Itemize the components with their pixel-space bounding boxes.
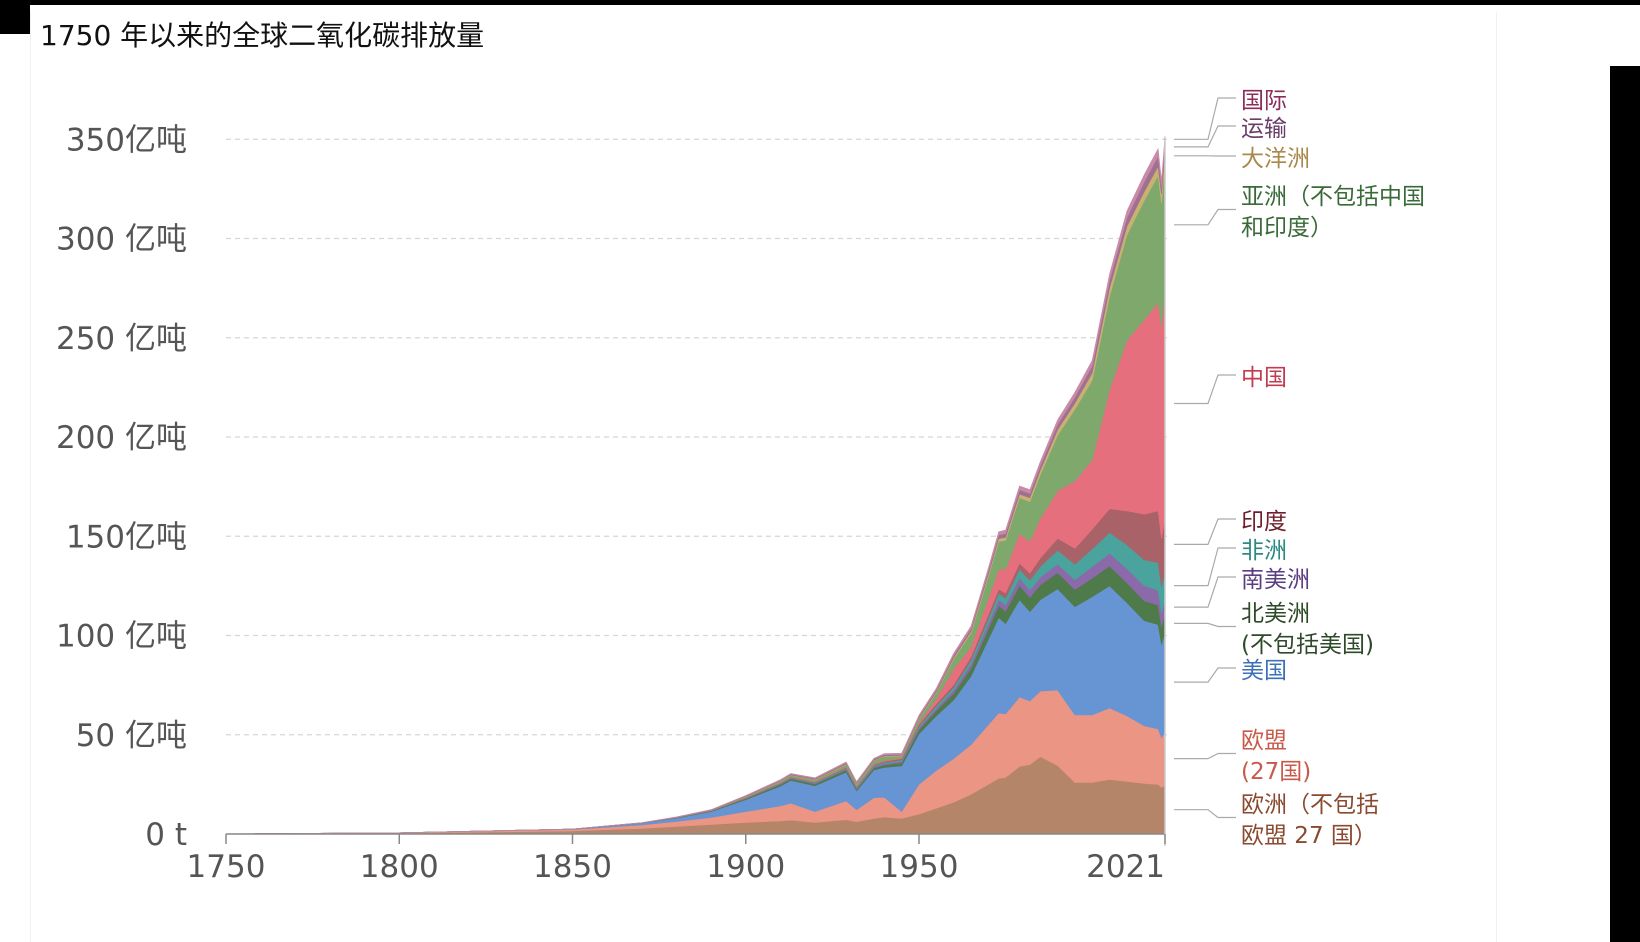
label-connector [1174,374,1236,405]
series-label: 欧盟 27 国） [1241,823,1377,849]
series-label: (不包括美国) [1241,632,1374,658]
label-connector [1174,752,1236,760]
series-label: 国际 [1241,88,1287,114]
series-label: 欧洲（不包括 [1241,792,1379,818]
label-connector [1174,547,1236,587]
label-connector [1174,518,1236,545]
y-tick-label: 150亿吨 [66,519,187,555]
x-tick-label: 1800 [360,849,439,885]
axes: 0 t 50 亿吨 100 亿吨 150亿吨 200 亿吨 250 亿吨 300 亿吨 350… [56,122,1166,885]
series-label: 中国 [1241,365,1287,391]
label-connector [1174,667,1236,683]
label-connector [1174,125,1236,148]
series-label: (27国) [1241,759,1311,785]
y-tick-label: 300 亿吨 [56,222,187,258]
label-connector [1174,622,1236,628]
series-label: 印度 [1241,509,1287,535]
series-label: 北美洲 [1241,601,1310,627]
x-tick-label: 1950 [880,849,959,885]
series-label: 亚洲（不包括中国 [1241,184,1425,210]
x-tick-label: 1900 [706,849,785,885]
series-label: 美国 [1241,658,1287,684]
series-label: 欧盟 [1241,728,1287,754]
area-series [225,136,1166,835]
x-tick-label: 1850 [533,849,612,885]
x-tick-label: 1750 [187,849,266,885]
page-title: 1750 年以来的全球二氧化碳排放量 [40,19,485,52]
y-tick-label: 250 亿吨 [56,321,187,357]
y-tick-label: 200 亿吨 [56,420,187,456]
y-tick-label: 0 t [145,817,187,853]
label-connector [1174,809,1236,819]
area-series-11 [225,136,1166,835]
series-label: 和印度） [1241,215,1333,241]
series-label: 运输 [1241,116,1287,142]
top-black-bar [0,0,1640,5]
chart-panel [30,12,1497,942]
right-black-bar [1610,66,1640,942]
y-tick-label: 350亿吨 [66,122,187,158]
y-tick-label: 100 亿吨 [56,619,187,655]
series-label: 非洲 [1241,538,1287,564]
label-connector [1174,97,1236,140]
series-label: 南美洲 [1241,567,1310,593]
label-connector [1174,576,1236,608]
label-connector [1174,208,1236,226]
corner-black-block [0,0,30,34]
y-tick-label: 50 亿吨 [76,718,187,754]
x-tick-label: 2021 [1086,849,1165,885]
series-label: 大洋洲 [1241,146,1310,172]
